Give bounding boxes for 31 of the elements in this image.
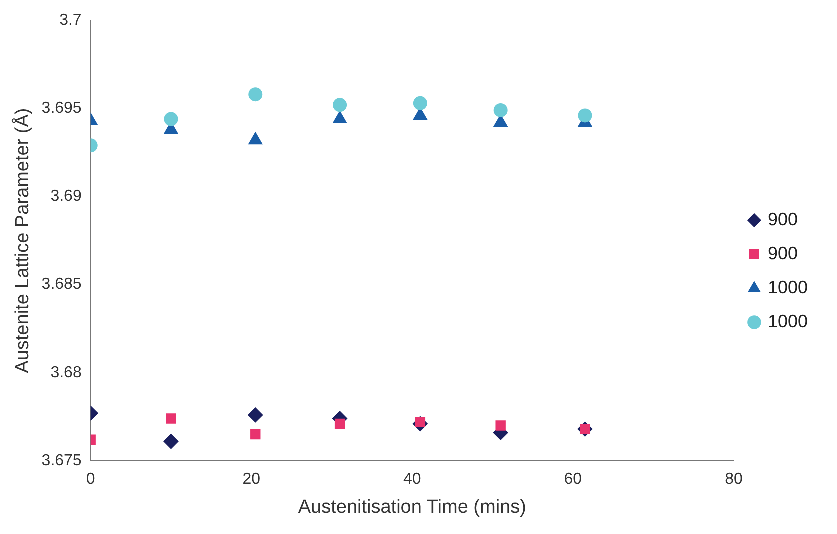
x-axis-title: Austenitisation Time (mins) [298,496,526,518]
y-tick-label: 3.695 [42,100,82,118]
y-tick-label: 3.685 [42,276,82,294]
point [334,418,346,430]
point [578,108,592,123]
point [413,96,428,110]
point [166,414,176,424]
y-axis-title: Austenite Lattice Parameter (Å) [12,108,34,374]
y-tick-label: 3.7 [60,12,82,30]
x-tick-label: 80 [725,471,743,488]
point [164,112,178,126]
x-tick-label: 60 [564,471,582,488]
point [333,111,348,124]
y-tick-label: 3.69 [50,188,82,206]
point [494,103,508,118]
point [496,420,506,431]
point [250,429,261,440]
legend-label: 1000 [768,277,808,298]
legend-label: 900 [768,209,798,230]
legend-label: 900 [768,243,798,264]
point [164,434,179,450]
y-tick-label: 3.675 [42,452,82,470]
point [248,408,264,423]
x-tick-label: 40 [404,471,422,488]
point [333,98,348,112]
legend-label: 1000 [768,311,808,332]
x-tick-label: 20 [242,471,261,488]
y-tick-label: 3.68 [50,364,82,382]
point [248,132,263,145]
point [248,88,263,102]
x-tick-label: 0 [86,471,96,488]
